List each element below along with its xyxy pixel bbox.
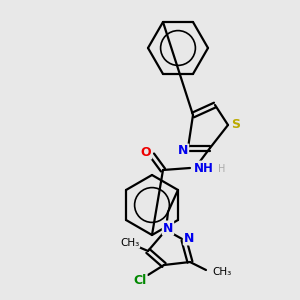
Text: N: N: [184, 232, 194, 244]
Text: Cl: Cl: [134, 274, 147, 287]
Text: O: O: [141, 146, 151, 158]
Text: CH₃: CH₃: [120, 238, 140, 248]
Text: CH₃: CH₃: [212, 267, 231, 277]
Text: S: S: [232, 118, 241, 131]
Text: N: N: [178, 145, 188, 158]
Text: H: H: [218, 164, 225, 174]
Text: NH: NH: [194, 161, 214, 175]
Text: N: N: [163, 221, 173, 235]
